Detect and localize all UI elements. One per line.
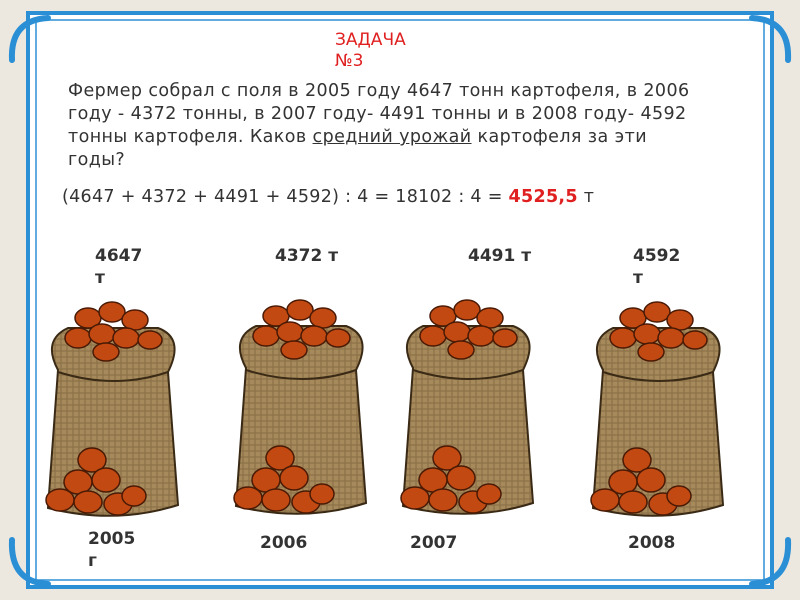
corner-curls <box>8 15 792 587</box>
result: 4525,5 <box>508 187 578 207</box>
solution: (4647 + 4372 + 4491 + 4592) : 4 = 18102 … <box>62 187 594 207</box>
title: ЗАДАЧА №3 <box>335 30 406 71</box>
sack <box>45 301 179 517</box>
year-label: 2007 <box>410 533 458 553</box>
problem-text: Фермер собрал с поля в 2005 году 4647 то… <box>68 80 708 172</box>
text: картофеля за эти годы? <box>68 127 647 170</box>
unit: т <box>577 187 595 207</box>
amount-label: 4491 т <box>468 246 532 266</box>
amount-label: 4647 т <box>95 246 143 288</box>
year-label: 2006 <box>260 533 308 553</box>
amount-label: 4372 т <box>275 246 339 266</box>
text: Фермер собрал с поля в 2005 году 4647 то… <box>68 81 690 147</box>
sack <box>400 299 534 515</box>
amount-label: 4592 т <box>633 246 681 288</box>
underlined-text: средний урожай <box>312 127 472 147</box>
frame-inner <box>35 19 765 581</box>
sack <box>590 301 724 517</box>
expression: (4647 + 4372 + 4491 + 4592) : 4 = 18102 … <box>62 187 509 207</box>
year-label: 2005 г <box>88 529 136 571</box>
frame <box>26 11 774 589</box>
sack <box>233 299 367 515</box>
year-label: 2008 <box>628 533 676 553</box>
